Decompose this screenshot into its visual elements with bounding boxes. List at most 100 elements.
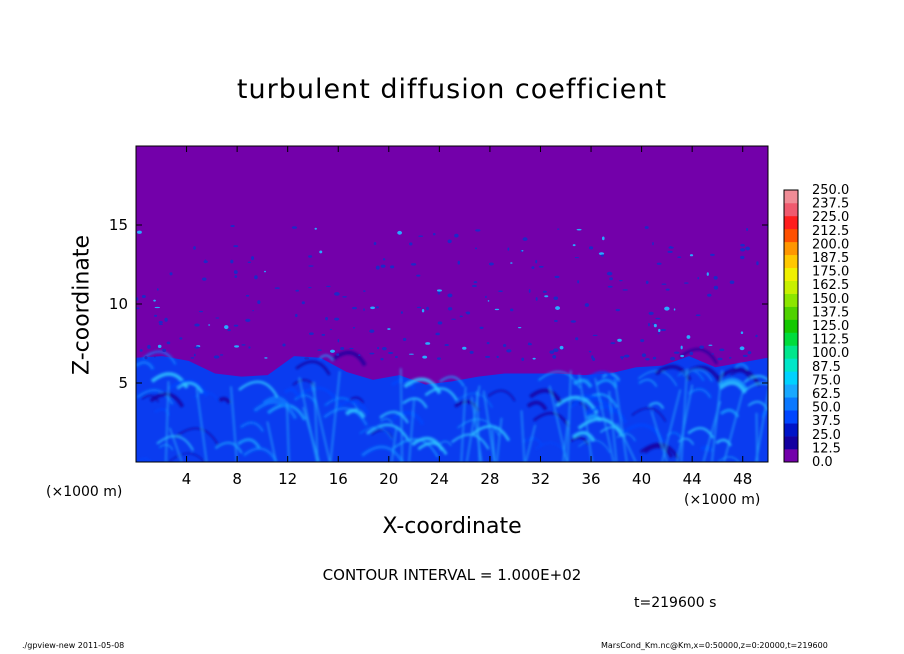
colorbar-label: 75.0 — [812, 373, 841, 388]
speck — [617, 338, 622, 342]
eddy-stroke — [154, 408, 171, 416]
colorbar-label: 150.0 — [812, 292, 849, 307]
speck — [295, 313, 298, 318]
colorbar-segment — [784, 345, 798, 359]
eddy-stroke — [417, 441, 448, 456]
speck — [169, 272, 173, 276]
eddy-stroke — [734, 363, 749, 370]
speck — [710, 253, 715, 256]
speck — [326, 285, 331, 288]
speck — [711, 353, 715, 355]
colorbar-segment — [784, 228, 798, 243]
speck — [713, 285, 719, 290]
plume-stroke — [614, 378, 628, 462]
speck — [641, 353, 647, 357]
speck — [479, 326, 484, 329]
plume-stroke — [329, 371, 341, 462]
chart-title: turbulent diffusion coefficient — [236, 74, 668, 105]
speck — [426, 306, 429, 311]
eddy-stroke — [359, 426, 393, 441]
eddy-stroke — [349, 396, 365, 404]
speck — [728, 357, 732, 359]
speck — [549, 350, 555, 354]
speck — [584, 303, 589, 307]
speck — [740, 331, 744, 334]
eddy-stroke — [176, 382, 204, 394]
x-axis-label: X-coordinate — [382, 514, 522, 539]
speck — [665, 288, 670, 291]
speck — [575, 337, 579, 341]
speck — [418, 235, 424, 237]
speck — [435, 332, 440, 336]
speck — [457, 260, 460, 265]
speck — [713, 275, 718, 280]
eddy-stroke — [451, 433, 490, 450]
speck — [644, 226, 649, 229]
colorbar-label: 237.5 — [812, 197, 849, 212]
speck — [358, 354, 361, 357]
speck — [485, 295, 487, 298]
speck — [717, 357, 723, 361]
speck — [652, 241, 654, 246]
eddy-stroke — [579, 394, 594, 401]
eddy-stroke — [679, 348, 718, 365]
speck — [559, 345, 564, 350]
speck — [740, 248, 746, 252]
speck — [577, 280, 580, 284]
colorbar-segment — [784, 319, 798, 333]
speck — [248, 346, 251, 349]
speck — [496, 355, 499, 359]
speck — [510, 262, 513, 264]
speck — [706, 272, 709, 276]
speck — [397, 230, 403, 235]
speck — [598, 252, 605, 256]
speck — [202, 277, 207, 281]
speck — [252, 310, 255, 312]
speck — [166, 341, 171, 345]
speck — [213, 355, 220, 359]
colorbar-label: 50.0 — [812, 401, 841, 416]
speck — [437, 321, 443, 325]
speck — [380, 264, 386, 268]
speck — [436, 289, 442, 292]
eddy-stroke — [174, 427, 220, 447]
speck — [304, 357, 310, 360]
speck — [601, 236, 605, 241]
speck — [342, 296, 347, 298]
plume-stroke — [755, 389, 768, 462]
speck — [308, 255, 313, 258]
x-tick-label: 20 — [379, 470, 398, 488]
speck — [447, 307, 453, 311]
speck — [156, 288, 159, 291]
plume-stroke — [723, 391, 744, 462]
speck — [556, 228, 560, 230]
speck — [653, 323, 657, 328]
x-tick-label: 40 — [632, 470, 651, 488]
eddy-stroke — [392, 411, 425, 426]
speck — [535, 259, 538, 264]
colorbar-segment — [784, 293, 798, 307]
footer-source: MarsCond_Km.nc@Km,x=0:50000,z=0:20000,t=… — [601, 641, 828, 650]
plume-stroke — [195, 388, 208, 462]
footer-command: ./gpview-new 2011-05-08 — [22, 641, 125, 650]
speck — [321, 333, 326, 336]
eddy-stroke — [523, 437, 543, 446]
eddy-stroke — [283, 387, 299, 396]
speck — [494, 308, 500, 311]
speck — [373, 241, 377, 246]
eddy-stroke — [643, 444, 674, 459]
speck — [554, 319, 558, 323]
speck — [619, 279, 623, 282]
eddy-stroke — [238, 380, 279, 398]
speck — [475, 229, 481, 232]
colorbar-segment — [784, 202, 798, 217]
eddy-stroke — [601, 373, 621, 382]
colorbar-label: 125.0 — [812, 319, 849, 334]
speck — [162, 348, 167, 352]
speck — [409, 242, 413, 246]
colorbar-segment — [784, 280, 798, 294]
eddy-stroke — [295, 360, 331, 376]
speck — [544, 295, 549, 298]
speck — [708, 344, 713, 346]
colorbar-segment — [784, 384, 798, 398]
